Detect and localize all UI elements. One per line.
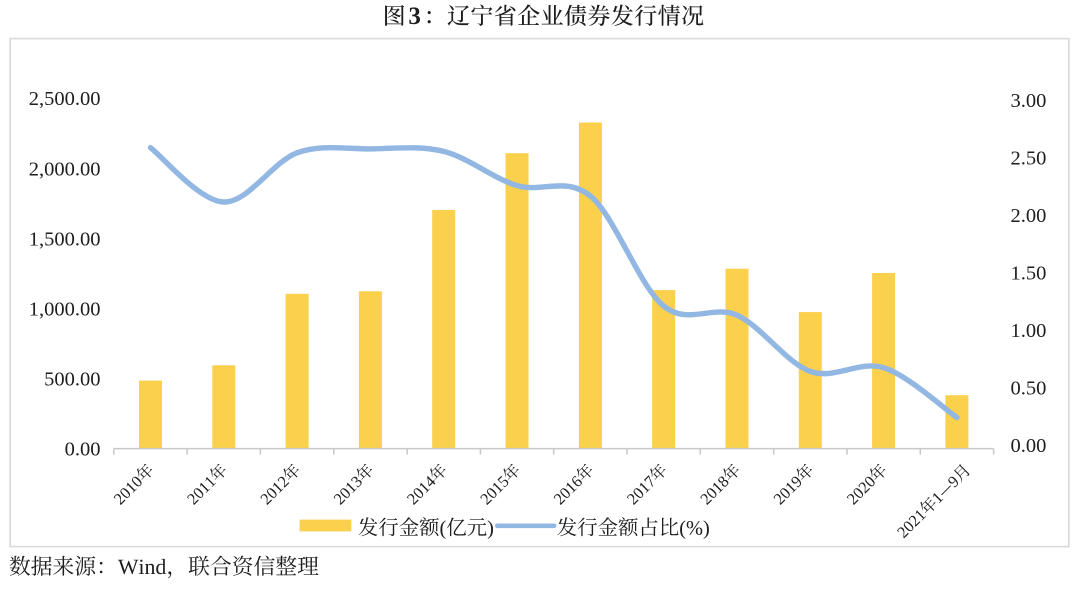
svg-text:0.50: 0.50: [1011, 378, 1047, 400]
svg-text:2,000.00: 2,000.00: [29, 158, 101, 180]
svg-text:1,500.00: 1,500.00: [29, 228, 101, 250]
svg-text:1.00: 1.00: [1011, 320, 1047, 342]
svg-text:500.00: 500.00: [44, 369, 100, 391]
svg-text:3.00: 3.00: [1011, 90, 1047, 112]
svg-text:2.00: 2.00: [1011, 205, 1047, 227]
svg-text:0.00: 0.00: [1011, 435, 1047, 457]
svg-text:1.50: 1.50: [1011, 263, 1047, 285]
svg-text:2,500.00: 2,500.00: [29, 88, 101, 110]
svg-text:2.50: 2.50: [1011, 147, 1047, 169]
svg-text:1,000.00: 1,000.00: [29, 299, 101, 321]
svg-text:0.00: 0.00: [65, 439, 101, 461]
